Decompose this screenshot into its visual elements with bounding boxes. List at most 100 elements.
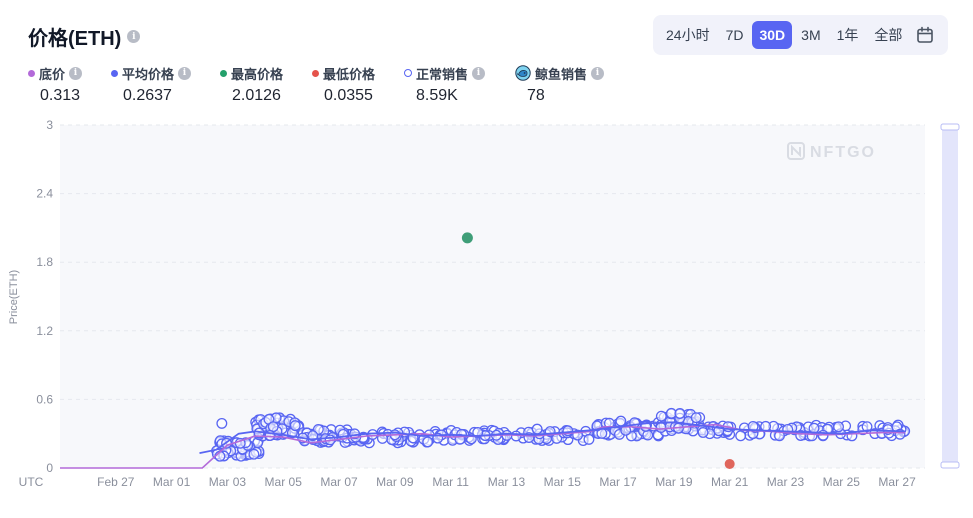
sale-point[interactable] bbox=[251, 419, 263, 431]
sale-point[interactable] bbox=[262, 421, 274, 433]
sale-point[interactable] bbox=[687, 425, 699, 437]
sale-point[interactable] bbox=[523, 432, 535, 443]
sale-point[interactable] bbox=[423, 429, 435, 441]
sale-point[interactable] bbox=[337, 428, 349, 440]
sale-point[interactable] bbox=[232, 442, 244, 454]
sale-point[interactable] bbox=[349, 433, 361, 445]
sale-point[interactable] bbox=[392, 431, 404, 443]
sale-point[interactable] bbox=[218, 435, 230, 447]
sale-point[interactable] bbox=[269, 423, 281, 435]
sale-point[interactable] bbox=[290, 418, 302, 430]
stat-min-price[interactable]: 最低价格 0.0355 bbox=[312, 64, 375, 105]
sale-point[interactable] bbox=[244, 440, 256, 452]
sale-point[interactable] bbox=[323, 436, 335, 448]
sale-point[interactable] bbox=[889, 425, 901, 437]
sale-point[interactable] bbox=[754, 428, 766, 440]
stat-max-price[interactable]: 最高价格 2.0126 bbox=[220, 64, 283, 105]
sale-point[interactable] bbox=[312, 423, 324, 435]
sale-point[interactable] bbox=[289, 420, 301, 432]
sale-point[interactable] bbox=[319, 435, 330, 447]
sale-point[interactable] bbox=[674, 408, 686, 420]
sale-point[interactable] bbox=[458, 430, 470, 441]
sale-point[interactable] bbox=[640, 421, 652, 432]
sale-point[interactable] bbox=[458, 429, 470, 440]
sale-point[interactable] bbox=[593, 418, 604, 430]
sale-point[interactable] bbox=[324, 429, 335, 441]
sale-point[interactable] bbox=[665, 407, 677, 419]
sale-point[interactable] bbox=[681, 413, 693, 424]
sale-point[interactable] bbox=[899, 425, 911, 437]
sale-point[interactable] bbox=[318, 425, 330, 437]
sale-point[interactable] bbox=[498, 434, 510, 446]
sale-point[interactable] bbox=[831, 423, 843, 435]
sale-point[interactable] bbox=[241, 440, 253, 452]
range-7d-button[interactable]: 7D bbox=[725, 27, 744, 43]
sale-point[interactable] bbox=[658, 420, 670, 432]
sale-point[interactable] bbox=[322, 430, 334, 442]
sale-point[interactable] bbox=[677, 417, 689, 428]
stat-floor-price[interactable]: 底价 i 0.313 bbox=[28, 64, 83, 105]
sale-point[interactable] bbox=[652, 429, 664, 441]
sale-point[interactable] bbox=[403, 426, 415, 438]
sale-point[interactable] bbox=[789, 424, 800, 436]
sale-point[interactable] bbox=[830, 421, 842, 433]
sale-point[interactable] bbox=[221, 436, 233, 448]
sale-point[interactable] bbox=[489, 431, 501, 443]
sale-point[interactable] bbox=[666, 414, 678, 426]
sale-point[interactable] bbox=[665, 408, 677, 420]
sale-point[interactable] bbox=[577, 431, 589, 443]
sale-point[interactable] bbox=[699, 424, 711, 436]
sale-point[interactable] bbox=[882, 422, 894, 433]
sale-point[interactable] bbox=[253, 429, 265, 441]
sale-point[interactable] bbox=[707, 421, 719, 432]
sale-point[interactable] bbox=[235, 443, 247, 455]
sale-point[interactable] bbox=[526, 427, 538, 439]
sale-point[interactable] bbox=[333, 430, 345, 442]
sale-point[interactable] bbox=[260, 417, 272, 428]
sale-point[interactable] bbox=[463, 434, 475, 446]
sale-point[interactable] bbox=[436, 429, 447, 441]
stat-normal-sales[interactable]: 正常销售 i 8.59K bbox=[404, 64, 486, 105]
sale-point[interactable] bbox=[343, 428, 355, 440]
sale-point[interactable] bbox=[281, 418, 293, 430]
sale-point[interactable] bbox=[533, 433, 545, 445]
sale-point[interactable] bbox=[430, 428, 442, 440]
sale-point[interactable] bbox=[642, 429, 654, 441]
sale-point[interactable] bbox=[237, 443, 248, 455]
sale-point[interactable] bbox=[688, 418, 700, 430]
sale-point[interactable] bbox=[490, 429, 502, 441]
sale-point[interactable] bbox=[594, 419, 605, 431]
sale-point[interactable] bbox=[422, 436, 434, 448]
sale-point[interactable] bbox=[341, 424, 353, 436]
sale-point[interactable] bbox=[337, 431, 348, 443]
sale-point[interactable] bbox=[293, 420, 305, 432]
sale-point[interactable] bbox=[230, 447, 242, 459]
sale-point[interactable] bbox=[572, 429, 584, 441]
sale-point[interactable] bbox=[525, 429, 537, 440]
sale-point[interactable] bbox=[693, 418, 705, 430]
sale-point[interactable] bbox=[217, 438, 229, 450]
range-30d-button[interactable]: 30D bbox=[752, 21, 793, 49]
sale-point[interactable] bbox=[478, 425, 490, 437]
sale-point[interactable] bbox=[221, 437, 232, 449]
sale-point[interactable] bbox=[629, 417, 641, 429]
sale-point[interactable] bbox=[230, 449, 242, 461]
sale-point[interactable] bbox=[270, 412, 282, 424]
sale-point[interactable] bbox=[356, 433, 368, 445]
sale-point[interactable] bbox=[689, 420, 701, 432]
sale-point[interactable] bbox=[598, 422, 610, 433]
sale-point[interactable] bbox=[744, 429, 756, 441]
sale-point[interactable] bbox=[237, 444, 249, 456]
sale-point[interactable] bbox=[230, 444, 242, 455]
sale-point[interactable] bbox=[279, 427, 291, 439]
sale-point[interactable] bbox=[392, 434, 404, 446]
sale-point[interactable] bbox=[568, 428, 580, 440]
sale-point[interactable] bbox=[697, 427, 709, 438]
sale-point[interactable] bbox=[230, 443, 242, 455]
sale-point[interactable] bbox=[280, 427, 291, 439]
sale-point[interactable] bbox=[222, 447, 234, 459]
sale-point[interactable] bbox=[278, 423, 290, 435]
sale-point[interactable] bbox=[222, 438, 234, 450]
sale-point[interactable] bbox=[273, 413, 285, 425]
sale-point[interactable] bbox=[315, 436, 327, 448]
